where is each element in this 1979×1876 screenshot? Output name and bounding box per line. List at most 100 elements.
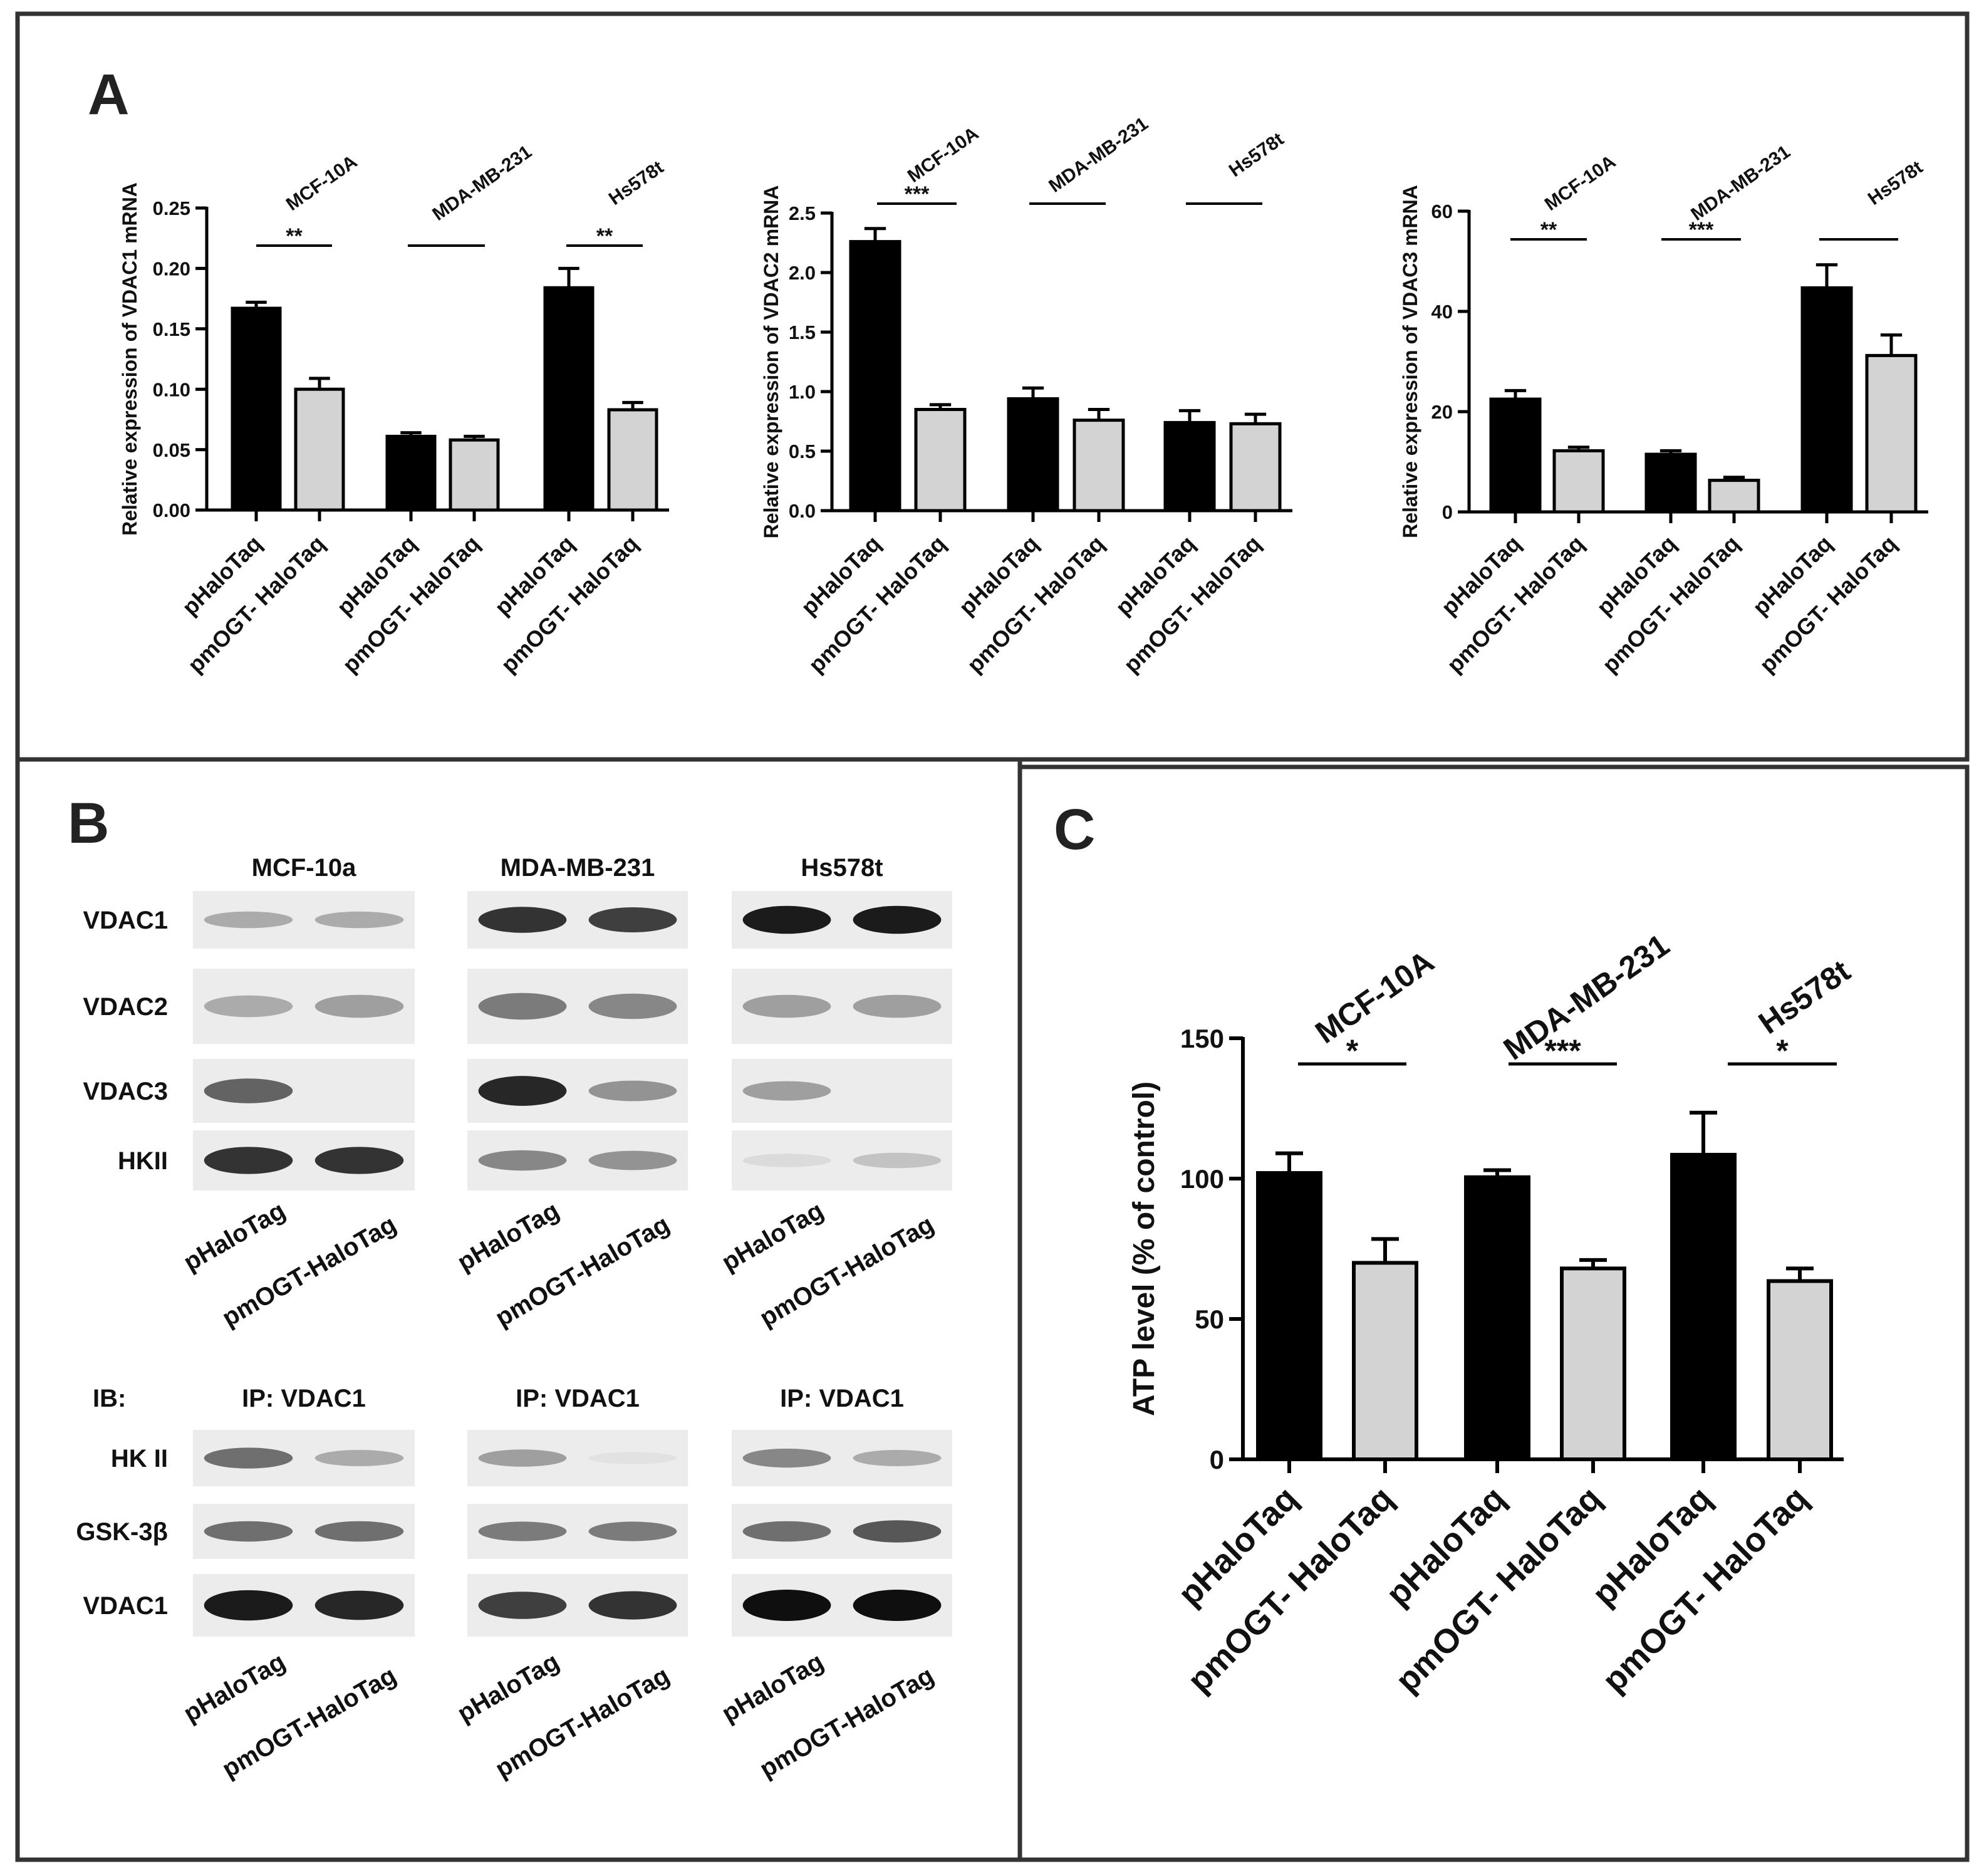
blot-band xyxy=(853,905,942,934)
group-label: MCF-10A xyxy=(904,123,982,187)
y-tick-label: 0.15 xyxy=(153,318,190,340)
blot-band xyxy=(204,995,293,1018)
y-tick-label: 60 xyxy=(1431,201,1453,222)
significance-marker: ** xyxy=(596,224,613,248)
group-label: MDA-MB-231 xyxy=(429,142,535,225)
ip-label: IP: VDAC1 xyxy=(780,1385,904,1412)
chart-vdac3-mrna: 0 20 40 60 Relative expression of VDAC3 mRNA… xyxy=(1399,142,1928,678)
blot-band xyxy=(478,1449,567,1467)
blot-band xyxy=(588,1521,677,1541)
blot-band xyxy=(478,907,567,933)
blot-band xyxy=(204,911,293,929)
y-tick-label: 0 xyxy=(1442,501,1453,523)
blot-band xyxy=(742,1081,831,1101)
blot-row-label: GSK-3β xyxy=(76,1518,168,1546)
y-tick-label: 1.0 xyxy=(789,381,816,403)
group-label: MCF-10A xyxy=(1309,944,1440,1050)
bar xyxy=(1644,452,1697,514)
blot-band xyxy=(314,1450,404,1466)
y-tick-label: 0.10 xyxy=(153,378,190,400)
blot-band xyxy=(588,1080,677,1102)
significance-marker: *** xyxy=(1689,218,1714,242)
blot-band xyxy=(314,1147,404,1174)
blot-band xyxy=(204,1590,293,1621)
blot-cell-header: MCF-10a xyxy=(252,854,356,882)
bar xyxy=(1489,397,1542,514)
bar xyxy=(543,286,595,512)
bar xyxy=(294,387,345,512)
ip-label: IP: VDAC1 xyxy=(242,1385,366,1412)
blot-band xyxy=(588,1591,677,1620)
significance-marker: *** xyxy=(905,182,930,206)
blot-row-label: HK II xyxy=(111,1445,168,1472)
blot-band xyxy=(853,1590,942,1621)
y-tick-label: 40 xyxy=(1431,301,1453,323)
bar xyxy=(231,306,282,512)
bar xyxy=(607,408,658,512)
group-label: Hs578t xyxy=(1752,953,1857,1041)
bar xyxy=(1865,353,1918,514)
blot-band xyxy=(853,1520,942,1543)
blot-band xyxy=(314,1521,404,1542)
significance-marker: ** xyxy=(286,224,303,248)
y-tick-label: 0.20 xyxy=(153,258,190,280)
blot-band xyxy=(588,993,677,1019)
group-label: Hs578t xyxy=(1225,128,1288,180)
group-label: MCF-10A xyxy=(1541,151,1619,215)
blot-band xyxy=(588,1452,677,1464)
western-blots: MCF-10a MDA-MB-231 Hs578t VDAC1 VDAC2 VDAC3 HK… xyxy=(76,854,952,1783)
blot-band xyxy=(853,994,942,1018)
blot-row-label: VDAC2 xyxy=(83,993,168,1021)
y-tick-label: 100 xyxy=(1180,1164,1224,1194)
panel-c-label: C xyxy=(1054,798,1095,862)
blot-lane-label: pHaloTag xyxy=(717,1648,828,1728)
y-axis-label: ATP level (% of control) xyxy=(1128,1081,1161,1416)
bar xyxy=(1229,422,1282,513)
blot-band xyxy=(742,1448,831,1468)
bar xyxy=(385,434,437,512)
blot-band xyxy=(314,911,404,929)
blot-cell-header: MDA-MB-231 xyxy=(501,854,655,882)
y-tick-label: 0.00 xyxy=(153,499,190,521)
blot-band xyxy=(853,1084,942,1098)
chart-vdac1-mrna: 0.00 0.05 0.10 0.15 0.20 0.25 Relative express… xyxy=(118,142,669,678)
panel-c-frame xyxy=(1017,764,1970,1862)
blot-band xyxy=(742,1590,831,1621)
blot-lane-label: pHaloTag xyxy=(453,1648,564,1728)
group-label: Hs578t xyxy=(1864,157,1927,209)
y-tick-label: 0.25 xyxy=(153,197,190,219)
group-label: MDA-MB-231 xyxy=(1045,113,1151,197)
y-axis-label: Relative expression of VDAC2 mRNA xyxy=(760,185,782,539)
bar xyxy=(1670,1152,1737,1462)
blot-lane-label: pHaloTag xyxy=(179,1648,290,1728)
blot-band xyxy=(478,1150,567,1171)
chart-vdac2-mrna: 0.0 0.5 1.0 1.5 2.0 2.5 Relative expression of… xyxy=(760,113,1292,678)
blot-lane-label: pHaloTag xyxy=(179,1197,290,1277)
bar xyxy=(449,438,500,512)
significance-marker: * xyxy=(1346,1033,1359,1068)
bar xyxy=(1256,1171,1322,1462)
bar xyxy=(914,408,967,513)
ip-label: IP: VDAC1 xyxy=(516,1385,640,1412)
group-label: Hs578t xyxy=(605,157,668,209)
bar xyxy=(1708,479,1760,514)
blot-band xyxy=(588,1150,677,1170)
bar xyxy=(1800,286,1853,514)
blot-row-label: VDAC1 xyxy=(83,1592,168,1620)
blot-band xyxy=(478,1521,567,1541)
y-axis-label: Relative expression of VDAC3 mRNA xyxy=(1399,185,1421,538)
y-tick-label: 0.05 xyxy=(153,439,190,461)
blot-row-label: VDAC1 xyxy=(83,907,168,934)
group-label: MDA-MB-231 xyxy=(1687,142,1794,225)
group-label: MDA-MB-231 xyxy=(1497,927,1676,1067)
bar xyxy=(1163,420,1216,513)
blot-band xyxy=(742,994,831,1018)
y-tick-label: 20 xyxy=(1431,401,1453,423)
bar xyxy=(1352,1261,1418,1462)
blot-cell-header: Hs578t xyxy=(801,854,883,882)
bar xyxy=(1007,397,1059,513)
blot-band xyxy=(742,1521,831,1542)
